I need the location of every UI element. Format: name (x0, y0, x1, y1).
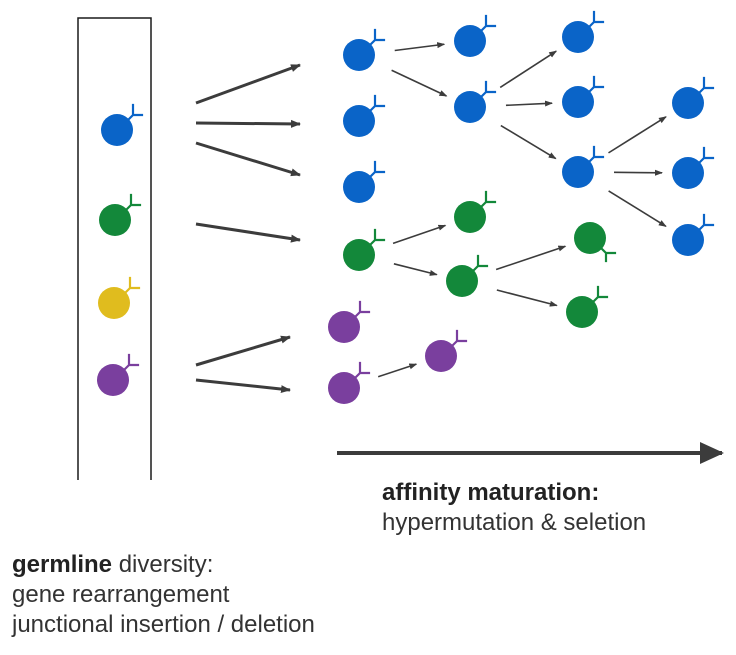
cell-b10 (672, 146, 715, 189)
arrow-blue-2 (195, 119, 301, 128)
cell-b8 (562, 145, 605, 188)
germline-cell-green (99, 193, 142, 236)
germline-cells (97, 103, 144, 396)
germline-caption-line2: gene rearrangement (12, 581, 230, 608)
lineage-arrow-b8-b9 (608, 116, 667, 154)
cell-p2 (328, 361, 371, 404)
cell-p3 (425, 329, 468, 372)
lineage-arrow-b5-b6 (499, 50, 558, 89)
germline-cell-purple (97, 353, 140, 396)
lineage-arrow-g1-g2 (392, 224, 447, 245)
germline-box (77, 17, 152, 480)
germline-caption: germline diversity: gene rearrangement j… (12, 550, 315, 640)
cell-g2 (454, 190, 497, 233)
arrow-blue-3 (195, 141, 301, 177)
lineage-arrow-b5-b8 (500, 124, 557, 160)
cell-p1 (328, 300, 371, 343)
affinity-caption-title: affinity maturation: (382, 479, 600, 506)
diversity-diagram (77, 10, 724, 480)
cell-b11 (672, 213, 715, 256)
germline-cell-yellow (98, 276, 141, 319)
lineage-arrow-b8-b11 (608, 190, 667, 228)
cell-g4 (574, 222, 617, 263)
cell-b1 (343, 28, 386, 71)
germline-cell-blue (101, 103, 144, 146)
arrow-purple-2 (195, 378, 291, 394)
cell-b3 (343, 160, 386, 203)
arrow-purple-1 (195, 335, 291, 367)
cell-g1 (343, 228, 386, 271)
cell-b2 (343, 94, 386, 137)
cell-b4 (454, 14, 497, 57)
cell-b6 (562, 10, 605, 53)
arrow-green (195, 222, 301, 243)
lineage-arrow-b1-b4 (394, 42, 446, 52)
germline-caption-rest: diversity: (112, 551, 214, 578)
lineage-arrows (377, 42, 667, 378)
germline-caption-title: germline (12, 551, 113, 578)
cell-b9 (672, 76, 715, 119)
expanded-cells (328, 10, 715, 404)
lineage-arrow-g1-g3 (393, 263, 438, 276)
affinity-maturation-caption: affinity maturation: hypermutation & sel… (382, 478, 646, 538)
lineage-arrow-g3-g4 (495, 245, 567, 271)
cell-g5 (566, 285, 609, 328)
lineage-arrow-g3-g5 (496, 289, 558, 307)
cell-g3 (446, 254, 489, 297)
lineage-arrow-b5-b7 (505, 100, 554, 107)
lineage-arrow-b1-b5 (391, 69, 448, 97)
lineage-arrow-p2-p3 (377, 363, 418, 378)
affinity-caption-line2: hypermutation & seletion (382, 509, 647, 536)
cell-b7 (562, 75, 605, 118)
arrow-blue-1 (195, 63, 301, 105)
germline-caption-line3: junctional insertion / deletion (12, 611, 315, 638)
clonal-expansion-arrows (195, 63, 301, 394)
cell-b5 (454, 80, 497, 123)
